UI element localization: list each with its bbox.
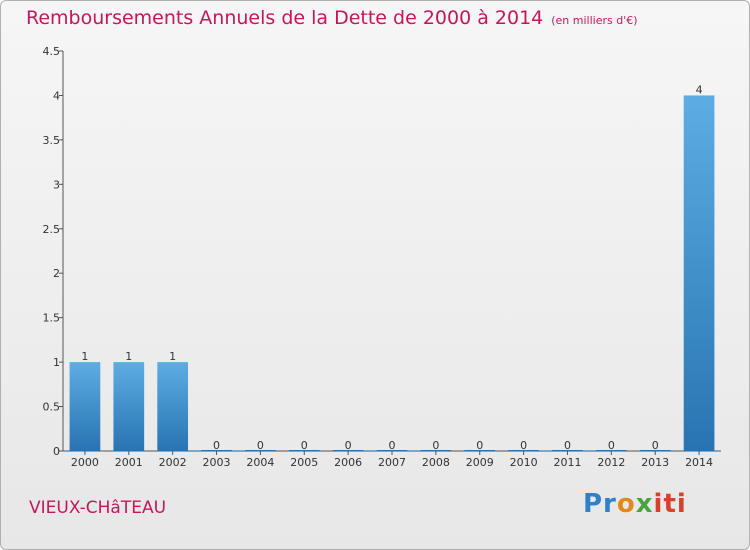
bar-value-label: 0 xyxy=(520,439,527,452)
bar-value-label: 0 xyxy=(432,439,439,452)
x-tick-label: 2001 xyxy=(115,456,143,469)
chart-unit: (en milliers d'€) xyxy=(551,14,638,27)
x-tick-label: 2002 xyxy=(159,456,187,469)
logo-part: Pr xyxy=(583,489,617,519)
bar xyxy=(201,450,232,451)
y-tick-label: 0 xyxy=(53,445,60,458)
logo-part: iti xyxy=(653,489,687,519)
logo-part: o xyxy=(616,489,636,519)
bar xyxy=(552,450,583,451)
y-tick-label: 3 xyxy=(53,178,60,191)
logo-part: x xyxy=(635,489,654,519)
x-tick-label: 2005 xyxy=(290,456,318,469)
x-tick-label: 2004 xyxy=(246,456,274,469)
bar-value-label: 0 xyxy=(652,439,659,452)
bar xyxy=(332,450,364,451)
x-tick-label: 2011 xyxy=(553,456,581,469)
x-tick-label: 2006 xyxy=(334,456,362,469)
bar-value-label: 0 xyxy=(389,439,396,452)
bar xyxy=(639,450,671,451)
y-tick-label: 2 xyxy=(53,267,60,280)
bar xyxy=(595,450,627,451)
bar xyxy=(508,450,539,451)
bar-value-label: 0 xyxy=(257,439,264,452)
bar-value-label: 0 xyxy=(476,439,483,452)
bar-value-label: 0 xyxy=(564,439,571,452)
bar xyxy=(464,450,496,451)
x-tick-label: 2012 xyxy=(597,456,625,469)
bar xyxy=(245,450,276,451)
x-tick-label: 2010 xyxy=(510,456,538,469)
bar-value-label: 4 xyxy=(696,83,703,96)
place-name: VIEUX-CHâTEAU xyxy=(29,498,167,518)
proxiti-logo: Proxiti xyxy=(583,489,687,519)
bar-value-label: 0 xyxy=(345,439,352,452)
bar xyxy=(69,362,101,451)
bar-value-label: 0 xyxy=(301,439,308,452)
bar-value-label: 1 xyxy=(81,350,88,363)
y-tick-label: 1 xyxy=(53,356,60,369)
x-tick-label: 2009 xyxy=(466,456,494,469)
bar-value-label: 1 xyxy=(169,350,176,363)
bar xyxy=(288,450,320,451)
y-tick-label: 3.5 xyxy=(43,134,61,147)
bar xyxy=(157,362,189,451)
chart-title: Remboursements Annuels de la Dette de 20… xyxy=(26,7,638,29)
x-tick-label: 2000 xyxy=(71,456,99,469)
bar-value-label: 1 xyxy=(125,350,132,363)
x-tick-label: 2008 xyxy=(422,456,450,469)
y-tick-label: 4 xyxy=(53,89,60,102)
y-tick-label: 4.5 xyxy=(43,45,61,58)
x-tick-label: 2003 xyxy=(203,456,231,469)
x-tick-label: 2013 xyxy=(641,456,669,469)
y-tick-label: 0.5 xyxy=(43,401,61,414)
bar-value-label: 0 xyxy=(213,439,220,452)
bar xyxy=(683,95,715,451)
y-tick-label: 1.5 xyxy=(43,312,61,325)
bar xyxy=(420,450,452,451)
bar-value-label: 0 xyxy=(608,439,615,452)
y-tick-label: 2.5 xyxy=(43,223,61,236)
bar xyxy=(376,450,408,451)
bar xyxy=(113,362,145,451)
x-tick-label: 2014 xyxy=(685,456,713,469)
x-tick-label: 2007 xyxy=(378,456,406,469)
